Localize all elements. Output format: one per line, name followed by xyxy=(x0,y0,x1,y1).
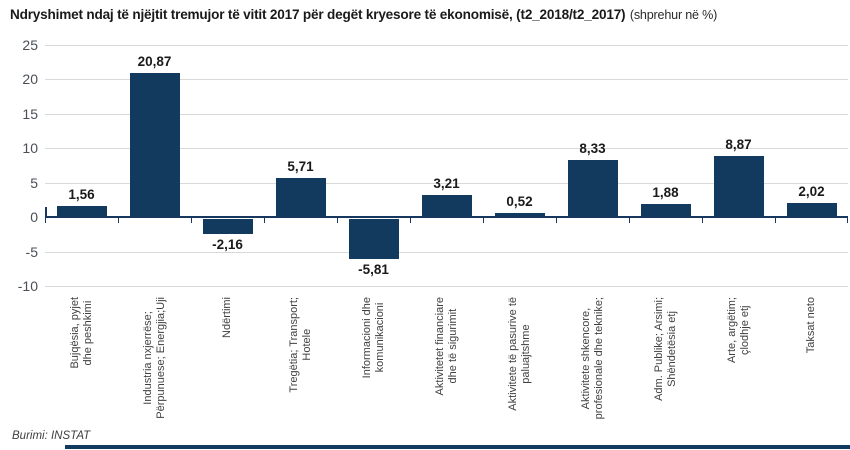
gridline-5 xyxy=(45,183,848,184)
bar-value-label: 1,56 xyxy=(68,187,95,202)
category-label: Ndërtimi xyxy=(221,297,233,338)
bar-segment xyxy=(348,219,399,259)
bar-value-label: -2,16 xyxy=(212,237,243,252)
x-axis-tick xyxy=(45,218,46,223)
gridline--10 xyxy=(45,286,848,287)
chart-title-suffix: (shprehur në %) xyxy=(629,8,718,22)
gridline-10 xyxy=(45,148,848,149)
x-axis-tick xyxy=(118,218,119,223)
bar-segment xyxy=(202,219,253,234)
x-axis-tick xyxy=(556,218,557,223)
category-label: Aktivitete shkencore, profesionale dhe t… xyxy=(579,297,605,420)
y-axis-labels: 25 20 15 10 5 0 -5 -10 xyxy=(0,37,38,294)
y-tick-label: 0 xyxy=(30,209,38,225)
chart-title: Ndryshimet ndaj të njëjtit tremujor të v… xyxy=(10,6,846,24)
y-tick-label: 25 xyxy=(22,37,38,53)
x-axis-tick xyxy=(775,218,776,223)
x-axis-line xyxy=(45,216,848,218)
category-cell: Ndërtimi xyxy=(191,297,264,437)
bar-segment xyxy=(640,204,691,217)
bar-value-label: 1,88 xyxy=(652,185,679,200)
y-tick-label: -5 xyxy=(25,244,38,260)
category-cell: Aktivitete të pasurive të paluajtshme xyxy=(483,297,556,437)
category-cell: Aktivitetet financiare dhe të sigurimit xyxy=(410,297,483,437)
category-label: Bujqësia, pyjet dhe peshkimi xyxy=(68,297,94,369)
y-tick-label: 10 xyxy=(22,140,38,156)
gridline-15 xyxy=(45,114,848,115)
bar-value-label: 3,21 xyxy=(433,176,460,191)
bar-segment xyxy=(421,195,472,217)
category-cell: Informacioni dhe komunikacioni xyxy=(337,297,410,437)
x-axis-category-labels: Bujqësia, pyjet dhe peshkimi Industria nx… xyxy=(45,297,848,437)
chart-title-text: Ndryshimet ndaj të njëjtit tremujor të v… xyxy=(10,7,626,22)
gridline-25 xyxy=(45,45,848,46)
x-axis-tick xyxy=(337,218,338,223)
bottom-rule xyxy=(65,445,850,449)
category-label: Adm. Publike; Arsimi; Shëndetësia etj xyxy=(652,297,678,401)
gridline-20 xyxy=(45,79,848,80)
bar-value-label: 5,71 xyxy=(287,159,314,174)
x-axis-tick xyxy=(629,218,630,223)
bar-segment xyxy=(494,213,545,217)
x-axis-tick xyxy=(847,218,848,223)
category-label: Taksat neto xyxy=(805,297,817,354)
category-label: Informacioni dhe komunikacioni xyxy=(360,297,386,379)
axis-left-stub xyxy=(45,207,47,217)
category-label: Aktivitetet financiare dhe të sigurimit xyxy=(433,297,459,396)
y-tick-label: -10 xyxy=(17,278,38,294)
category-cell: Bujqësia, pyjet dhe peshkimi xyxy=(45,297,118,437)
y-tick-label: 15 xyxy=(22,106,38,122)
bar-segment xyxy=(275,178,326,217)
bar-value-label: -5,81 xyxy=(358,262,389,277)
y-tick-label: 20 xyxy=(22,71,38,87)
bar-value-label: 8,87 xyxy=(725,137,752,152)
bar-segment xyxy=(786,203,837,217)
category-label: Industria nxjerrëse; Përpunuese; Energji… xyxy=(141,297,167,419)
category-cell: Industria nxjerrëse; Përpunuese; Energji… xyxy=(118,297,191,437)
bar-value-label: 2,02 xyxy=(798,184,825,199)
x-axis-tick xyxy=(264,218,265,223)
category-label: Arte, argëtim; çlodhje etj xyxy=(725,297,751,364)
bar-value-label: 0,52 xyxy=(506,194,533,209)
bar-segment xyxy=(129,73,180,217)
x-axis-tick xyxy=(191,218,192,223)
category-label: Tregëtia; Transport; Hotele xyxy=(287,297,313,393)
gridline--5 xyxy=(45,252,848,253)
x-axis-tick xyxy=(410,218,411,223)
category-cell: Arte, argëtim; çlodhje etj xyxy=(702,297,775,437)
source-note: Burimi: INSTAT xyxy=(12,430,91,442)
bar-segment xyxy=(567,160,618,217)
category-cell: Tregëtia; Transport; Hotele xyxy=(264,297,337,437)
bar-segment xyxy=(56,206,107,217)
bar-value-label: 8,33 xyxy=(579,141,606,156)
x-axis-tick xyxy=(702,218,703,223)
plot-area: 1,56 20,87 -2,16 5,71 -5,81 3,21 0,52 8,33 1,88 8… xyxy=(45,45,848,287)
category-cell: Adm. Publike; Arsimi; Shëndetësia etj xyxy=(629,297,702,437)
bar-value-label: 20,87 xyxy=(137,54,172,69)
category-cell: Aktivitete shkencore, profesionale dhe t… xyxy=(556,297,629,437)
category-cell: Taksat neto xyxy=(775,297,848,437)
y-tick-label: 5 xyxy=(30,175,38,191)
category-label: Aktivitete të pasurive të paluajtshme xyxy=(506,297,532,411)
x-axis-tick xyxy=(483,218,484,223)
bar-segment xyxy=(713,156,764,217)
